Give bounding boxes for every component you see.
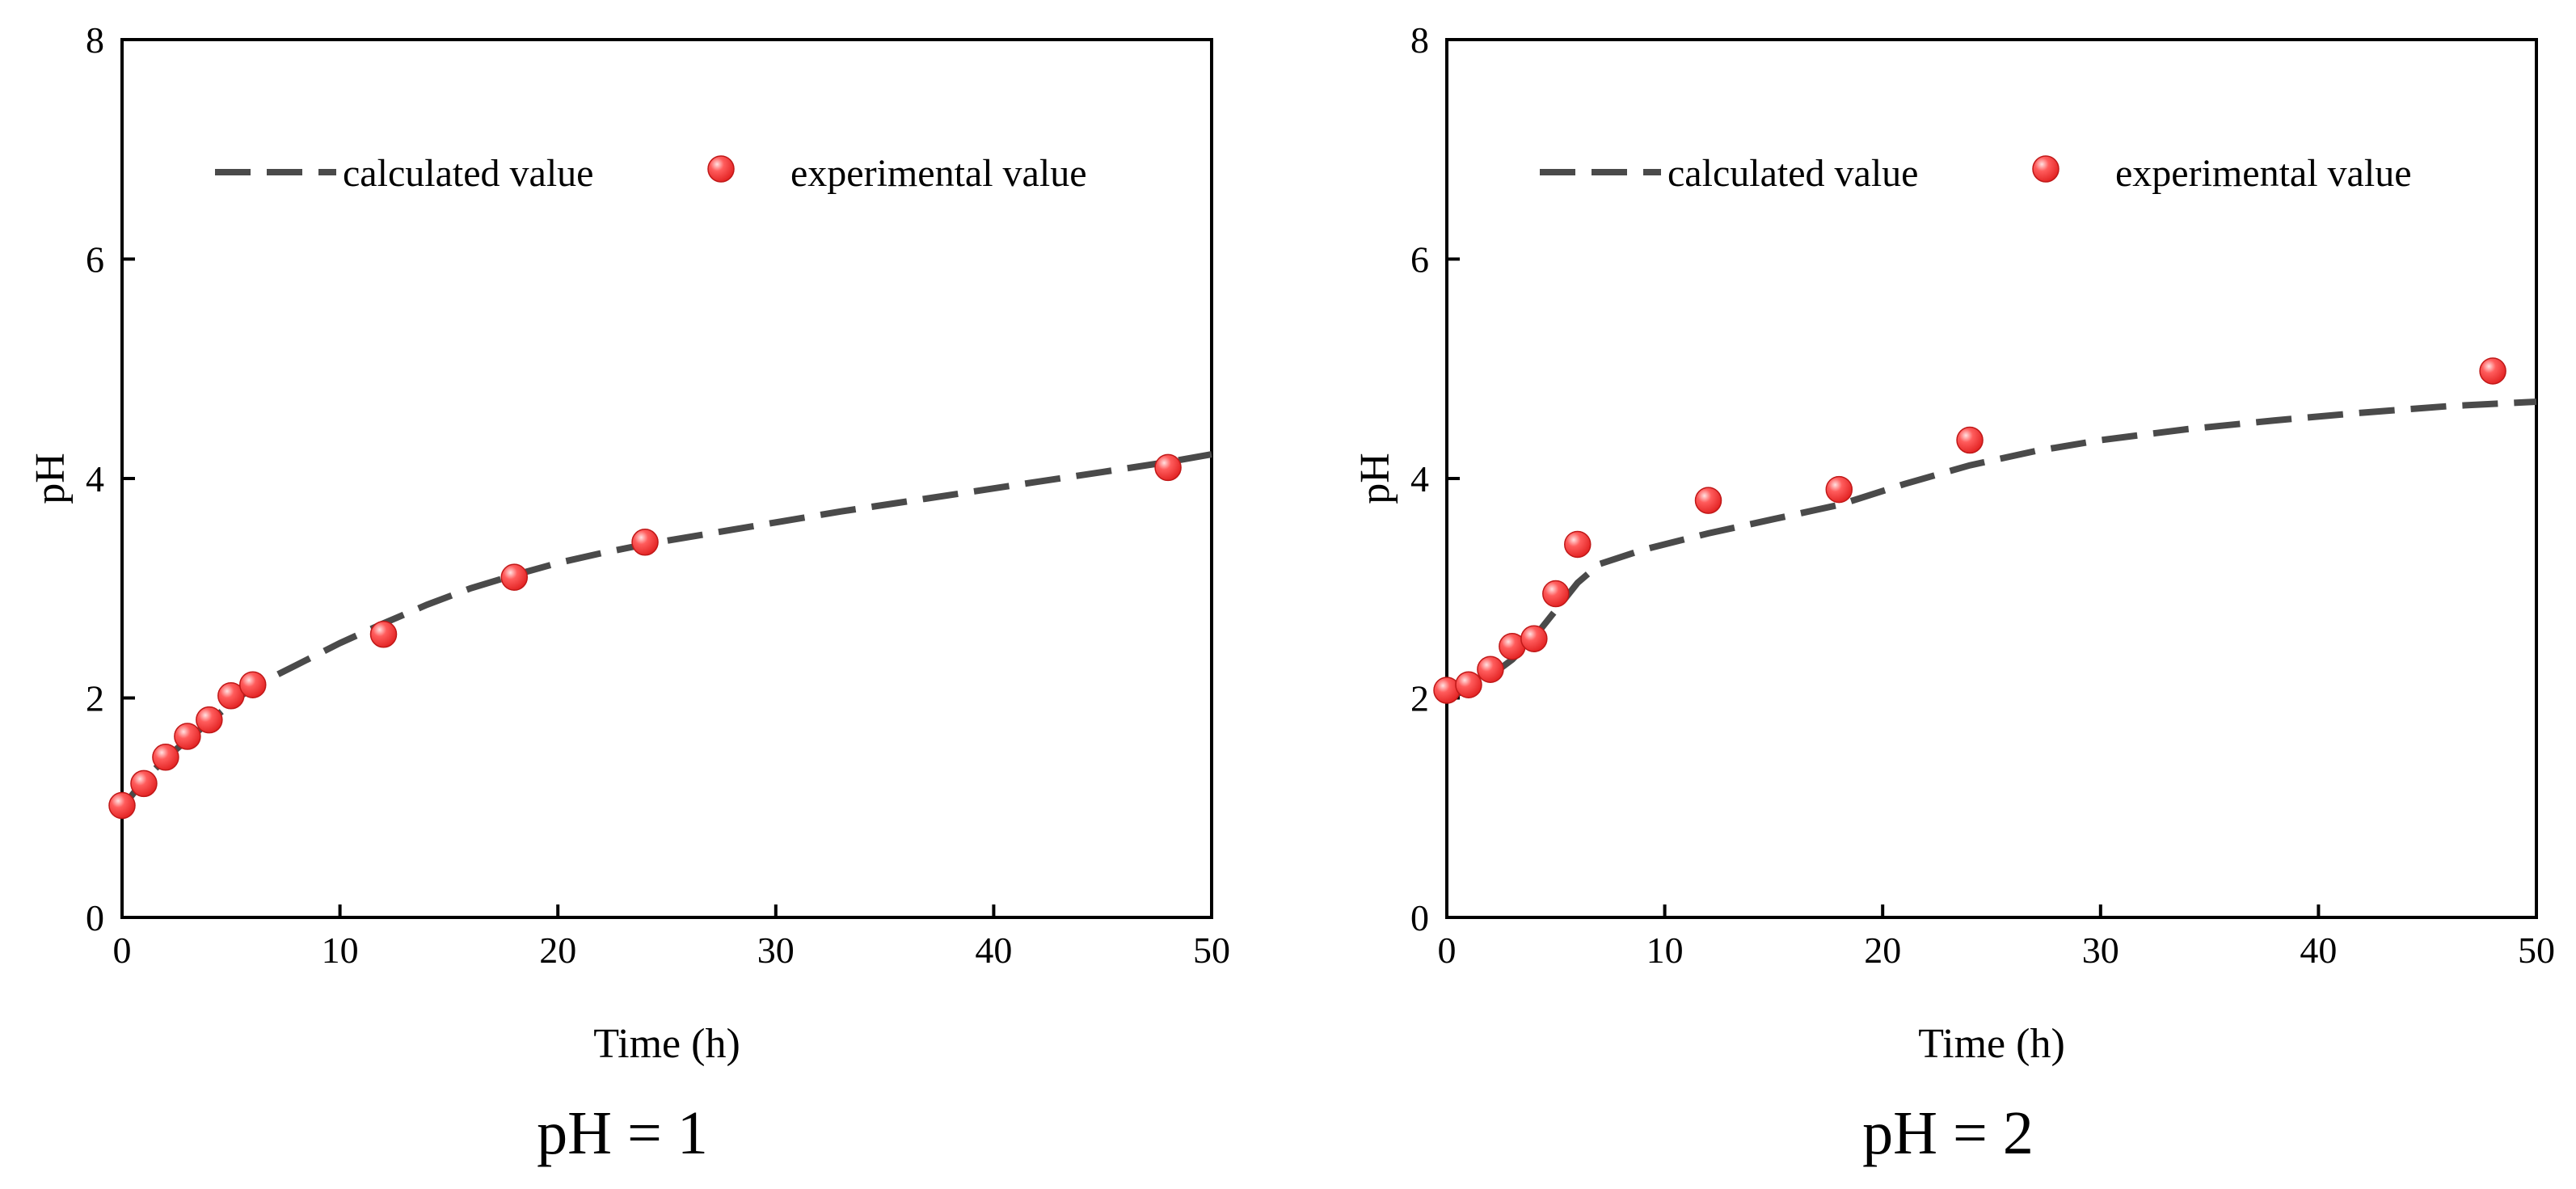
x-tick-label: 20 xyxy=(539,930,576,971)
y-tick-label: 8 xyxy=(1410,19,1429,61)
y-tick-label: 0 xyxy=(1410,897,1429,938)
y-tick-label: 2 xyxy=(86,678,104,719)
legend-marker-sample xyxy=(707,155,735,183)
y-tick-label: 6 xyxy=(1410,239,1429,280)
y-tick-label: 4 xyxy=(1410,458,1429,500)
experimental-value-point xyxy=(174,723,201,750)
experimental-value-point xyxy=(130,769,158,798)
experimental-value-point xyxy=(152,744,179,771)
x-tick-label: 0 xyxy=(1438,930,1457,971)
experimental-value-point xyxy=(1520,625,1548,652)
chart-ph-2: 0 10 20 30 40 50 0 2 4 6 8 Time (h) pH pH = 2 calculat… xyxy=(1352,19,2555,1167)
legend-label-calculated: calculated value xyxy=(1667,152,1918,195)
x-tick-label: 30 xyxy=(757,930,795,971)
x-tick-label: 10 xyxy=(322,930,359,971)
x-tick-label: 50 xyxy=(2518,930,2555,971)
legend-label-experimental: experimental value xyxy=(2115,152,2412,195)
x-tick-label: 20 xyxy=(1864,930,1901,971)
y-tick-label: 4 xyxy=(86,458,104,500)
experimental-value-point xyxy=(217,682,245,710)
experimental-value-point xyxy=(239,671,267,698)
panel-caption: pH = 2 xyxy=(1862,1099,2034,1167)
x-axis-title: Time (h) xyxy=(1918,1021,2065,1067)
experimental-value-point xyxy=(1694,487,1722,514)
x-tick-label: 10 xyxy=(1646,930,1684,971)
y-tick-label: 6 xyxy=(86,239,104,280)
experimental-value-point xyxy=(1825,475,1853,504)
experimental-value-point xyxy=(1455,671,1482,698)
x-tick-label: 0 xyxy=(113,930,132,971)
experimental-value-point xyxy=(369,621,398,648)
y-tick-label: 8 xyxy=(86,19,104,61)
experimental-value-point xyxy=(1542,580,1570,608)
chart-ph-1: 0 10 20 30 40 50 0 2 4 6 8 Time (h) pH pH = 1 calculat… xyxy=(27,19,1230,1167)
experimental-value-point xyxy=(2479,357,2506,385)
x-axis-title: Time (h) xyxy=(593,1021,740,1067)
experimental-value-point xyxy=(1956,426,1984,454)
legend-marker-sample xyxy=(2032,155,2060,183)
legend-label-calculated: calculated value xyxy=(343,152,593,195)
y-tick-label: 2 xyxy=(1410,678,1429,719)
calculated-value-line xyxy=(1445,398,2537,702)
panel-caption: pH = 1 xyxy=(537,1099,708,1167)
calculated-value-line xyxy=(119,451,1212,810)
y-axis-title: pH xyxy=(1352,453,1398,504)
x-tick-label: 40 xyxy=(2300,930,2337,971)
legend-label-experimental: experimental value xyxy=(791,152,1087,195)
experimental-value-point xyxy=(1564,530,1592,559)
x-tick-label: 30 xyxy=(2082,930,2119,971)
experimental-value-point xyxy=(500,563,529,591)
x-tick-label: 40 xyxy=(975,930,1012,971)
y-axis-title: pH xyxy=(27,453,74,504)
x-tick-label: 50 xyxy=(1193,930,1230,971)
y-tick-label: 0 xyxy=(86,897,104,938)
experimental-value-point xyxy=(1477,656,1504,683)
experimental-value-point xyxy=(631,528,659,556)
experimental-value-point xyxy=(108,791,136,820)
experimental-value-point xyxy=(1154,453,1182,482)
experimental-value-point xyxy=(196,706,223,734)
